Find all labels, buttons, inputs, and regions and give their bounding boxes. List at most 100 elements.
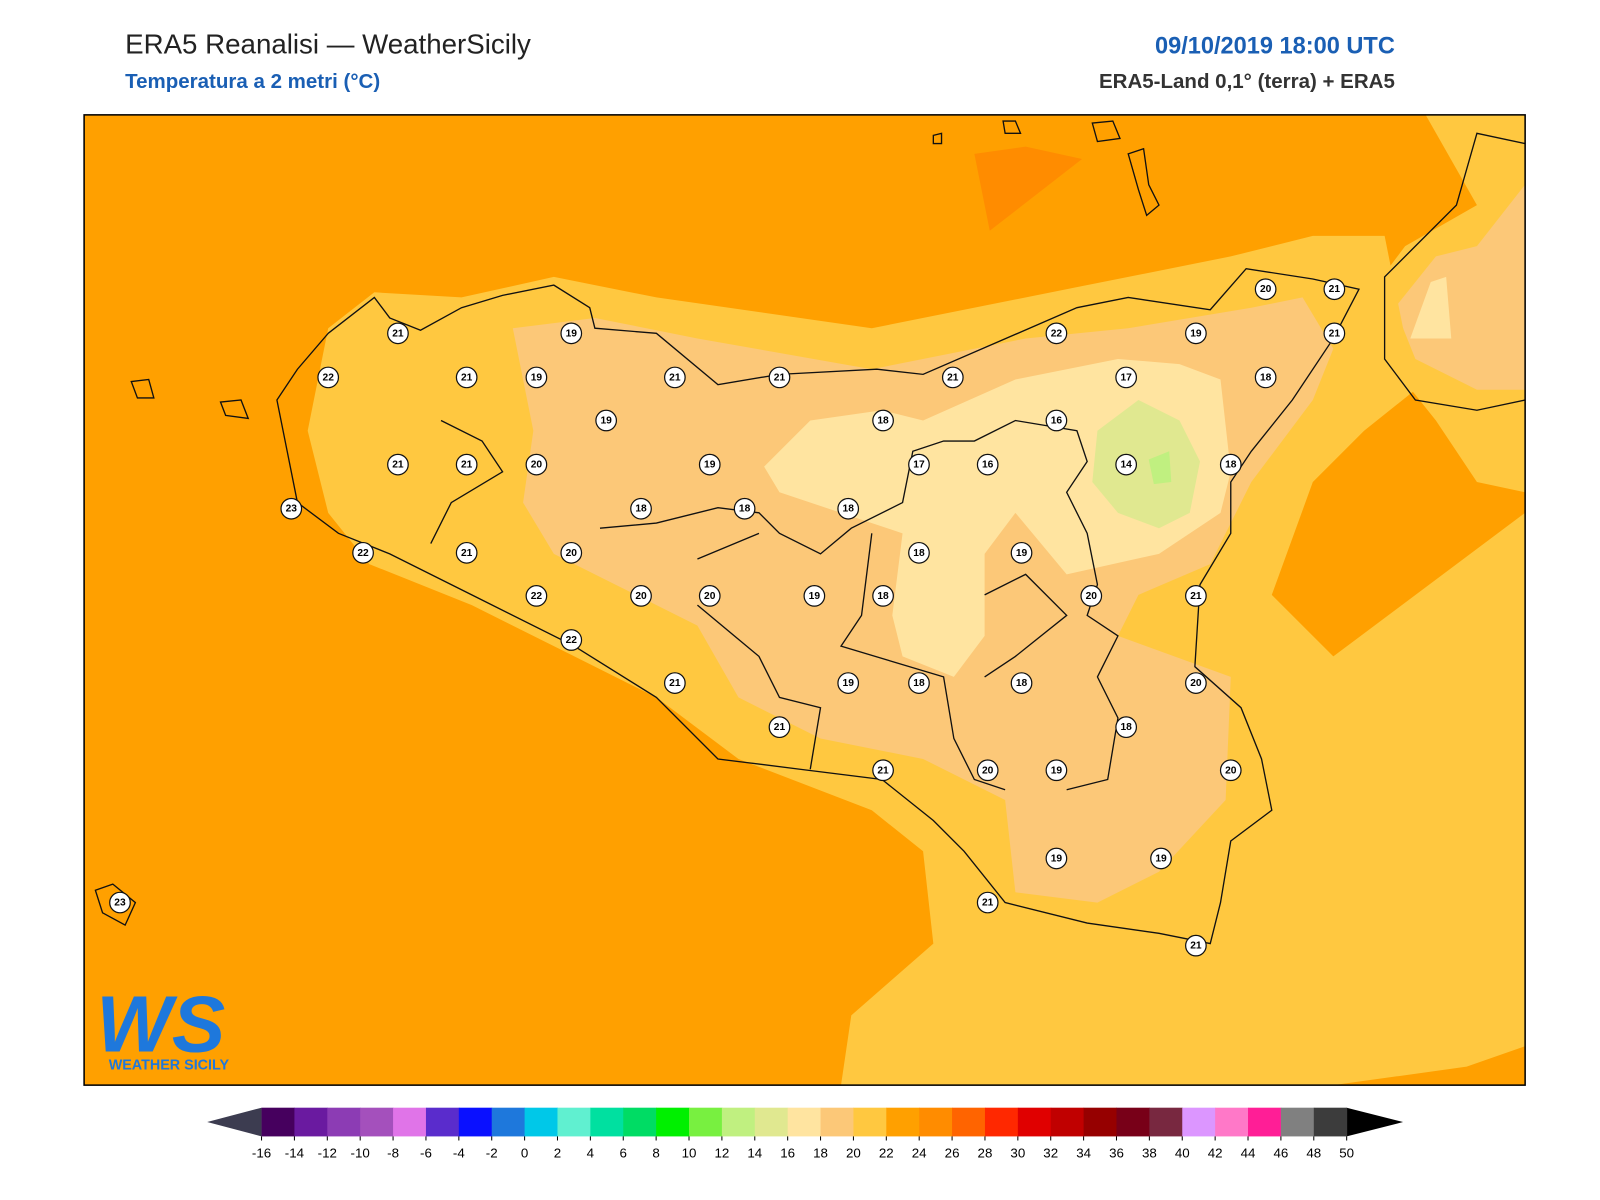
station-marker [560, 541, 583, 564]
station-marker [595, 409, 618, 432]
colorbar-label: 0 [521, 1145, 528, 1160]
station-value: 21 [1329, 328, 1341, 339]
station-marker [803, 585, 826, 607]
station-marker [525, 366, 548, 389]
colorbar-bin [689, 1107, 723, 1137]
station-value: 18 [877, 591, 889, 602]
colorbar-label: 48 [1306, 1145, 1321, 1160]
station-marker [663, 366, 686, 389]
station-marker [109, 891, 131, 914]
colorbar-label: 22 [879, 1145, 894, 1160]
station-marker [976, 453, 999, 476]
colorbar-bin [787, 1107, 822, 1137]
colorbar-bin [1313, 1107, 1348, 1137]
colorbar: -16 -14 -12 -10 -8 -6 -4 -2 0 2 4 6 8 10 12 14 16 18 20 22 2… [207, 1107, 1404, 1160]
station-value: 19 [1190, 328, 1202, 339]
colorbar-label: 26 [945, 1145, 960, 1160]
station-value: 21 [774, 372, 786, 383]
station-marker [1010, 672, 1033, 694]
station-value: 17 [913, 460, 925, 471]
station-value: 19 [600, 416, 612, 427]
station-value: 18 [877, 416, 889, 427]
station-value: 20 [531, 460, 543, 471]
station-value: 23 [286, 504, 298, 515]
station-value: 19 [809, 591, 821, 602]
station-value: 20 [1086, 591, 1098, 602]
colorbar-over [1346, 1107, 1404, 1137]
station-value: 19 [531, 372, 543, 383]
station-value: 22 [323, 372, 335, 383]
colorbar-bin [623, 1107, 657, 1137]
station-value: 21 [392, 460, 404, 471]
station-value: 21 [982, 898, 994, 909]
colorbar-bin [294, 1107, 328, 1137]
station-marker [455, 366, 478, 389]
colorbar-label: 50 [1339, 1145, 1354, 1160]
colorbar-bin [952, 1107, 986, 1137]
colorbar-label: 16 [780, 1145, 795, 1160]
station-marker [1323, 278, 1346, 301]
station-value: 16 [1051, 416, 1063, 427]
coldest-zone [1148, 451, 1172, 485]
colorbar-label: -6 [420, 1145, 432, 1160]
colorbar-bin [1116, 1107, 1150, 1137]
station-marker [1045, 847, 1068, 870]
station-value: 22 [357, 548, 369, 559]
station-marker [872, 409, 894, 432]
station-value: 22 [566, 635, 578, 646]
colorbar-bin [327, 1107, 361, 1137]
station-value: 19 [1016, 548, 1028, 559]
colorbar-label: 2 [554, 1145, 561, 1160]
station-marker [908, 453, 930, 476]
colorbar-bin [590, 1107, 624, 1137]
station-marker [1254, 366, 1277, 389]
station-marker [837, 672, 860, 694]
station-value: 20 [635, 591, 647, 602]
station-value: 20 [1190, 678, 1202, 689]
station-value: 21 [1190, 941, 1202, 952]
station-value: 21 [669, 372, 681, 383]
colorbar-label: -8 [387, 1145, 399, 1160]
colorbar-label: -14 [285, 1145, 305, 1160]
colorbar-label: 42 [1208, 1145, 1223, 1160]
station-value: 21 [461, 460, 473, 471]
station-value: 20 [704, 591, 716, 602]
station-value: 21 [669, 678, 681, 689]
warm-patch [974, 146, 1083, 231]
station-value: 21 [947, 372, 959, 383]
station-marker [1219, 453, 1242, 476]
station-marker [1254, 278, 1277, 301]
colorbar-label: -4 [453, 1145, 465, 1160]
station-marker [1185, 934, 1207, 957]
colorbar-bin [491, 1107, 526, 1137]
station-marker [1045, 409, 1068, 432]
colorbar-bin [1050, 1107, 1085, 1137]
station-marker [387, 453, 409, 476]
station-value: 20 [1225, 765, 1237, 776]
station-value: 17 [1120, 372, 1132, 383]
logo: WS WEATHER SICILY [96, 979, 229, 1073]
station-value: 19 [1051, 853, 1063, 864]
station-marker [1080, 585, 1103, 607]
station-value: 22 [1051, 328, 1063, 339]
station-marker [1219, 759, 1242, 782]
station-value: 19 [566, 328, 578, 339]
colorbar-bin [1280, 1107, 1315, 1137]
station-value: 18 [913, 678, 925, 689]
colorbar-bin [721, 1107, 756, 1137]
station-marker [698, 453, 721, 476]
colorbar-label: -16 [252, 1145, 271, 1160]
station-marker [525, 585, 548, 607]
colorbar-label: 18 [813, 1145, 828, 1160]
station-marker [525, 453, 548, 476]
colorbar-bin [1215, 1107, 1249, 1137]
colorbar-under [207, 1107, 262, 1137]
station-marker [768, 716, 791, 739]
colorbar-bin [1017, 1107, 1052, 1137]
colorbar-label: 30 [1010, 1145, 1025, 1160]
colorbar-label: 12 [714, 1145, 729, 1160]
station-value: 21 [392, 328, 404, 339]
station-value: 19 [843, 678, 855, 689]
